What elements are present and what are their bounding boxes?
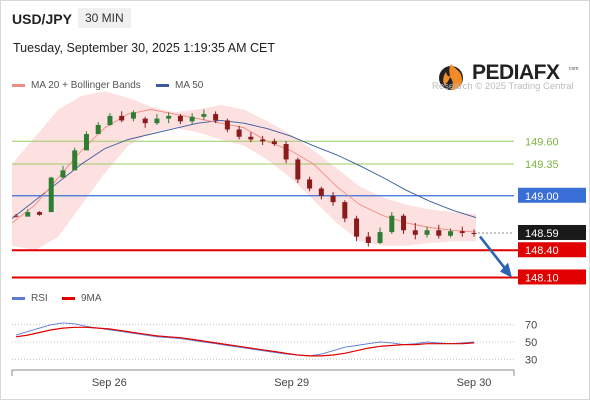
candle-body [83, 134, 89, 151]
legend-9ma-swatch [62, 297, 75, 300]
candle-body [389, 215, 395, 233]
legend-ma20: MA 20 + Bollinger Bands [12, 80, 141, 91]
candle-body [48, 177, 54, 213]
legend-9ma: 9MA [62, 293, 102, 304]
candle-body [271, 141, 277, 145]
candle-body [307, 179, 313, 189]
price-level-label: 149.35 [525, 159, 559, 171]
price-level-badge [518, 187, 586, 203]
candle-body [119, 115, 125, 121]
price-level-badge [518, 269, 586, 285]
candle-body [36, 212, 42, 215]
candle-body [142, 118, 148, 124]
bollinger-band [12, 91, 476, 251]
rsi-level-label: 30 [525, 354, 537, 366]
price-level-badge [518, 224, 586, 240]
candle-body [189, 116, 195, 122]
candle-body [436, 230, 442, 236]
candle-body [295, 159, 301, 180]
candle-body [154, 118, 160, 124]
candle-body [248, 136, 254, 140]
candle-body [260, 139, 266, 142]
x-tick-label: Sep 29 [274, 377, 309, 389]
brand-logo: PEDIAFX com [432, 58, 582, 92]
candle-body [330, 195, 336, 203]
candle-body [236, 129, 242, 137]
price-level-label: 149.60 [525, 136, 559, 148]
price-level-badge [518, 242, 586, 258]
candle-body [377, 232, 383, 243]
rsi-ma-line [15, 326, 475, 357]
projection-arrowhead [500, 262, 512, 278]
price-level-label: 148.59 [525, 228, 559, 240]
candle-body [177, 115, 183, 122]
projection-arrow-line [478, 235, 508, 271]
legend-ma50-label: MA 50 [175, 80, 204, 91]
brand-domain: com [569, 66, 579, 72]
candle-body [318, 188, 324, 196]
flame-icon [439, 64, 463, 90]
research-credit: Research © 2025 Trading Central [432, 81, 574, 92]
x-tick-label: Sep 30 [457, 377, 492, 389]
rsi-level-label: 50 [525, 337, 537, 349]
candle-body [424, 230, 430, 235]
symbol-title: USD/JPY [12, 11, 72, 27]
ma50-line [11, 119, 477, 219]
candle-body [166, 115, 172, 119]
chart-datetime: Tuesday, September 30, 2025 1:19:35 AM C… [13, 41, 275, 55]
candle-body [354, 218, 360, 237]
candle-body [412, 230, 418, 235]
candle-body [365, 236, 371, 243]
legend-ma50: MA 50 [156, 80, 203, 91]
rsi-level-label: 70 [525, 320, 537, 332]
price-level-label: 148.40 [525, 245, 559, 257]
candle-body [459, 231, 465, 233]
candle-body [107, 115, 113, 125]
timeframe-badge[interactable]: 30 MIN [78, 8, 131, 28]
legend-ma20-label: MA 20 + Bollinger Bands [31, 80, 141, 91]
legend-rsi-swatch [12, 297, 25, 300]
candle-body [401, 215, 407, 231]
candle-body [224, 120, 230, 130]
candle-body [448, 231, 454, 236]
candle-body [25, 212, 31, 217]
legend-rsi: RSI [12, 293, 48, 304]
legend-ma50-swatch [156, 84, 169, 87]
candle-body [13, 215, 19, 217]
candle-body [130, 112, 136, 119]
legend-rsi-label: RSI [31, 293, 48, 304]
legend-9ma-label: 9MA [81, 293, 102, 304]
candle-body [342, 202, 348, 219]
candle-body [213, 114, 219, 121]
x-tick-label: Sep 26 [92, 377, 127, 389]
brand-name: PEDIAFX [472, 61, 560, 84]
candle-body [60, 170, 66, 178]
candle-body [201, 114, 207, 117]
candle-body [72, 150, 78, 171]
ma20-line [11, 109, 477, 233]
candle-body [283, 144, 289, 160]
candle-body [471, 232, 477, 234]
legend-ma20-swatch [12, 84, 25, 87]
price-level-label: 148.10 [525, 272, 559, 284]
candle-body [95, 124, 101, 135]
price-level-label: 149.00 [525, 191, 559, 203]
